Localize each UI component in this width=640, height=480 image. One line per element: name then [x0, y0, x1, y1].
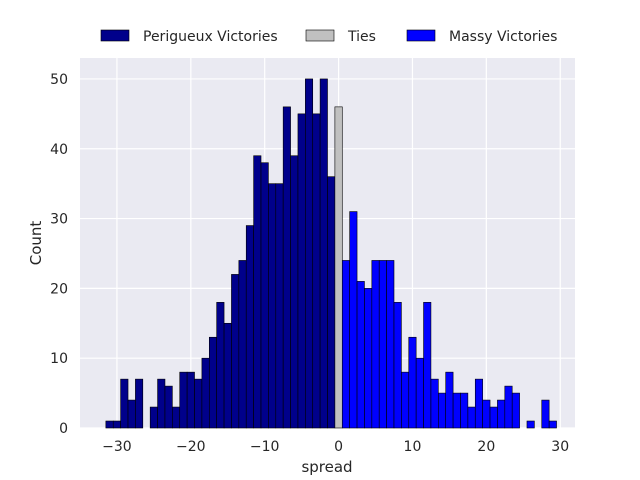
x-tick-label: 20 — [477, 439, 495, 455]
histogram-bar — [489, 406, 498, 429]
bars — [105, 78, 557, 429]
x-tick-label: 10 — [404, 439, 422, 455]
histogram-bar — [393, 302, 402, 429]
histogram-bar — [504, 385, 513, 429]
histogram-bar — [474, 378, 483, 429]
histogram-bar — [149, 406, 158, 429]
histogram-bar — [208, 336, 217, 429]
histogram-bar — [290, 155, 299, 429]
y-tick-label: 20 — [50, 281, 68, 297]
x-tick-label: −10 — [250, 439, 280, 455]
histogram-bar — [172, 406, 181, 429]
histogram-bar — [120, 378, 129, 429]
histogram-bar — [415, 357, 424, 429]
histogram-bar — [112, 420, 121, 429]
histogram-bar — [260, 162, 269, 429]
histogram-bar — [482, 399, 491, 429]
histogram-bar — [268, 183, 277, 429]
histogram-bar — [364, 288, 373, 429]
histogram-bar — [253, 155, 262, 429]
histogram-bar — [216, 302, 225, 429]
legend: Perigueux Victories Ties Massy Victories — [100, 29, 557, 45]
y-tick-label: 50 — [50, 72, 68, 88]
y-tick-label: 40 — [50, 142, 68, 158]
histogram-bar — [105, 420, 114, 429]
histogram-bar — [460, 392, 469, 429]
histogram-bar — [305, 78, 314, 429]
x-axis-title: spread — [301, 458, 352, 476]
histogram-bar — [430, 378, 439, 429]
histogram-bar — [356, 281, 365, 429]
histogram-bar — [164, 385, 173, 429]
histogram-bar — [231, 274, 240, 429]
histogram-bar — [319, 78, 328, 429]
histogram-bar — [334, 106, 343, 429]
histogram-bar — [135, 378, 144, 429]
histogram-bar — [186, 371, 195, 429]
y-axis-title: Count — [27, 221, 45, 266]
y-tick-label: 10 — [50, 351, 68, 367]
legend-label: Massy Victories — [449, 29, 557, 45]
histogram-bar — [341, 260, 350, 429]
histogram-bar — [526, 420, 535, 429]
histogram-bar — [378, 260, 387, 429]
histogram-bar — [497, 399, 506, 429]
histogram-bar — [282, 106, 291, 429]
y-tick-label: 30 — [50, 212, 68, 228]
histogram-bar — [179, 371, 188, 429]
legend-label: Perigueux Victories — [143, 29, 278, 45]
histogram-bar — [445, 371, 454, 429]
x-tick-label: 0 — [334, 439, 343, 455]
histogram-bar — [275, 183, 284, 429]
histogram-bar — [423, 302, 432, 429]
histogram-bar — [245, 225, 254, 429]
histogram-bar — [201, 357, 210, 429]
histogram-bar — [401, 371, 410, 429]
histogram-bar — [349, 211, 358, 429]
histogram-bar — [452, 392, 461, 429]
histogram-bar — [194, 378, 203, 429]
histogram-bar — [312, 113, 321, 429]
x-tick-label: −20 — [176, 439, 206, 455]
histogram-bar — [548, 420, 557, 429]
histogram-bar — [511, 392, 520, 429]
legend-swatch — [100, 29, 130, 42]
x-tick-label: 30 — [551, 439, 569, 455]
x-tick-label: −30 — [102, 439, 132, 455]
histogram-bar — [371, 260, 380, 429]
histogram-bar — [467, 406, 476, 429]
legend-swatch — [305, 29, 335, 42]
histogram-bar — [438, 392, 447, 429]
histogram-bar — [157, 378, 166, 429]
histogram-bar — [408, 336, 417, 429]
histogram-bar — [297, 113, 306, 429]
x-tick-labels: −30 −20 −10 0 10 20 30 — [102, 439, 569, 455]
histogram-bar — [386, 260, 395, 429]
y-tick-labels: 0 10 20 30 40 50 — [50, 72, 68, 437]
histogram-bar — [238, 260, 247, 429]
histogram-bar — [127, 399, 136, 429]
histogram-bar — [223, 322, 232, 429]
legend-label: Ties — [347, 29, 376, 45]
legend-swatch — [406, 29, 436, 42]
histogram-bar — [327, 176, 336, 429]
y-tick-label: 0 — [59, 421, 68, 437]
histogram-bar — [541, 399, 550, 429]
